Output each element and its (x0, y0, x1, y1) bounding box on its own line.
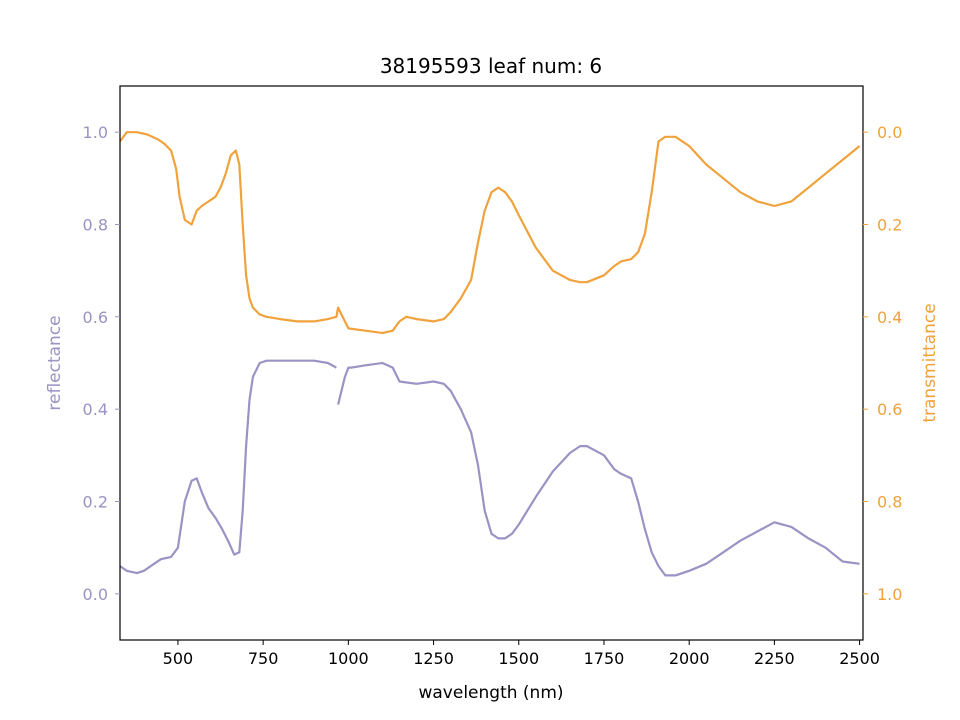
x-tick-label: 1250 (413, 649, 454, 668)
right-tick-label: 0.2 (877, 216, 902, 235)
transmittance-line-2 (119, 131, 861, 335)
left-axis-label: reflectance (45, 315, 65, 410)
x-tick-label: 750 (248, 649, 279, 668)
reflectance-line-0 (119, 359, 337, 575)
x-tick-label: 1000 (328, 649, 369, 668)
right-tick-label: 1.0 (877, 585, 902, 604)
left-tick-label: 0.0 (83, 585, 108, 604)
x-tick-label: 500 (163, 649, 194, 668)
left-axis-ticks: 0.0 0.2 0.4 0.6 0.8 1.0 (83, 123, 120, 604)
left-tick-label: 0.6 (83, 308, 108, 327)
x-tick-label: 2000 (669, 649, 710, 668)
reflectance-line-1 (337, 361, 860, 577)
x-tick-label: 1500 (498, 649, 539, 668)
right-tick-label: 0.6 (877, 400, 902, 419)
left-tick-label: 1.0 (83, 123, 108, 142)
right-tick-label: 0.8 (877, 493, 902, 512)
x-axis-label: wavelength (nm) (418, 683, 563, 703)
left-tick-label: 0.4 (83, 400, 108, 419)
plot-lines (119, 131, 861, 577)
right-tick-label: 0.4 (877, 308, 902, 327)
plot-frame (119, 85, 864, 641)
left-tick-label: 0.2 (83, 493, 108, 512)
left-tick-label: 0.8 (83, 216, 108, 235)
x-tick-label: 2250 (754, 649, 795, 668)
x-tick-label: 2500 (839, 649, 880, 668)
right-tick-label: 0.0 (877, 123, 902, 142)
right-axis-ticks: 0.0 0.2 0.4 0.6 0.8 1.0 (863, 123, 902, 604)
x-tick-label: 1750 (584, 649, 625, 668)
chart-title: 38195593 leaf num: 6 (380, 54, 602, 78)
x-axis-ticks: 500 750 1000 1250 1500 1750 2000 2250 2500 (163, 640, 880, 668)
right-axis-label: transmittance (920, 303, 940, 422)
